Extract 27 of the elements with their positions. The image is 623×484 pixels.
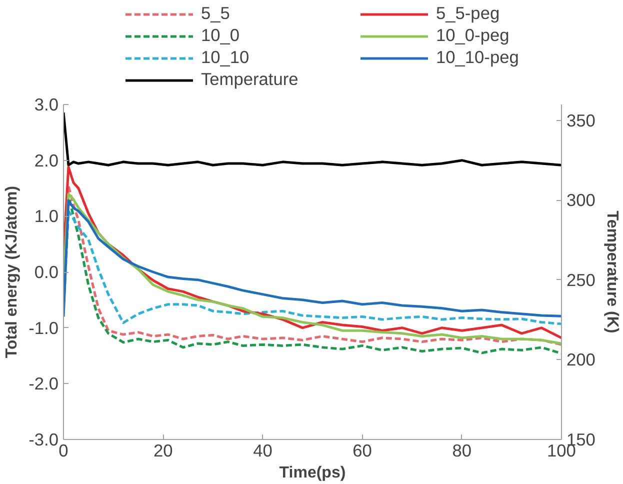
y-tick-label: 3.0 [34,94,59,114]
x-tick-label: 60 [352,440,372,460]
legend-label: 10_0-peg [436,25,510,46]
legend-label: 5_5-peg [436,3,500,24]
line-series [64,111,562,166]
y-tick-label: 1.0 [34,206,59,226]
y2-tick-label: 300 [566,190,596,210]
y2-tick-label: 200 [566,350,596,370]
x-tick-label: 40 [253,440,272,460]
y2-axis-title: Temperature (K) [603,210,620,334]
y-tick-label: -3.0 [28,430,58,450]
y2-tick-label: 250 [566,270,596,290]
y2-tick-label: 350 [566,110,596,130]
x-tick-label: 80 [452,440,472,460]
legend-label: 10_10 [201,47,250,68]
legend-label: Temperature [201,69,298,90]
y-tick-label: -2.0 [28,374,58,394]
legend-label: 5_5 [201,3,230,24]
y-axis-title: Total energy (KJ/atom) [4,186,21,358]
legend-label: 10_0 [201,25,240,46]
y-tick-label: 2.0 [34,150,59,170]
legend-label: 10_10-peg [436,47,519,68]
y-tick-label: 0.0 [34,262,59,282]
x-tick-label: 20 [153,440,173,460]
x-axis-title: Time(ps) [279,464,346,482]
x-tick-label: 0 [58,440,68,460]
y-tick-label: -1.0 [28,318,58,338]
